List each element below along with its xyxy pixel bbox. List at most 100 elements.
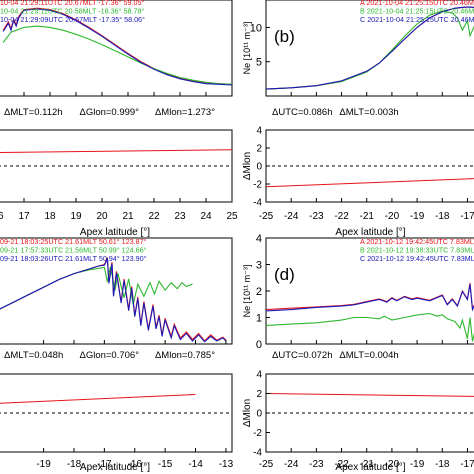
x-tick-label: -25 bbox=[259, 459, 274, 470]
delta-annotation: ΔUTC=0.086h bbox=[272, 107, 332, 118]
legend-entry: C 2021-10-12 19:42:45UTC 7.83MLT bbox=[360, 254, 474, 263]
x-tick-label: 20 bbox=[96, 211, 108, 222]
legend-entry: 09-21 18:03:26UTC 21.61MLT 50.94° 123.90… bbox=[0, 254, 147, 263]
ne-series-line-c bbox=[2, 8, 232, 86]
dmlon-series-line bbox=[0, 394, 196, 404]
y-axis-title: Ne [10¹¹ m⁻³] bbox=[242, 265, 252, 318]
legend-entry: 10-04 21:29:11UTC 20.58MLT -18.36° 58.78… bbox=[0, 7, 145, 16]
delta-annotation: ΔMlon=1.273° bbox=[155, 107, 215, 118]
x-tick-label: -24 bbox=[284, 211, 299, 222]
x-tick-label: -17 bbox=[97, 459, 112, 470]
legend-entry: 10-04 21:29:11UTC 20.67MLT -17.36° 59.05… bbox=[0, 0, 145, 7]
x-tick-label: -21 bbox=[359, 459, 374, 470]
x-tick-label: -22 bbox=[334, 211, 349, 222]
x-tick-label: -19 bbox=[410, 459, 425, 470]
ne-series-line-b bbox=[0, 266, 193, 310]
x-tick-label: 25 bbox=[226, 211, 238, 222]
legend-entry: 10-04 21:29:09UTC 20.67MLT -17.35° 58.06… bbox=[0, 15, 145, 24]
x-tick-label: -13 bbox=[219, 459, 234, 470]
delta-annotation: ΔGlon=0.706° bbox=[79, 350, 139, 361]
y-tick-label: 1 bbox=[256, 313, 262, 325]
ne-axes-frame bbox=[0, 237, 233, 345]
x-tick-label: -15 bbox=[158, 459, 173, 470]
dmlon-series-line bbox=[0, 149, 232, 153]
panel-a: 10-04 21:29:11UTC 20.67MLT -17.36° 59.05… bbox=[0, 0, 238, 238]
x-axis-title: Apex latitude [°] bbox=[335, 227, 405, 238]
x-tick-label: -17 bbox=[460, 459, 474, 470]
legend-entry: C 2021-10-04 21:25:15UTC 20.46MLT bbox=[360, 15, 474, 24]
x-tick-label: -20 bbox=[385, 459, 400, 470]
y-tick-label: -4 bbox=[253, 448, 262, 459]
y-axis-title: Ne [10¹¹ m⁻³] bbox=[242, 22, 252, 75]
y-tick-label: 4 bbox=[256, 126, 262, 137]
x-tick-label: -24 bbox=[284, 459, 299, 470]
x-axis-title: Apex latitude [°] bbox=[80, 462, 150, 473]
dmlon-axes-frame bbox=[0, 129, 233, 203]
x-tick-label: -21 bbox=[359, 211, 374, 222]
y-tick-label: -4 bbox=[253, 198, 262, 209]
x-tick-label: -23 bbox=[309, 211, 324, 222]
y-tick-label: 0 bbox=[256, 409, 262, 420]
x-tick-label: -23 bbox=[309, 459, 324, 470]
y-tick-label: 2 bbox=[256, 286, 262, 298]
ne-series-line-b bbox=[2, 25, 232, 85]
dmlon-series-line bbox=[266, 393, 474, 397]
y-tick-label: 3 bbox=[256, 260, 262, 272]
panel-label: (b) bbox=[274, 27, 295, 46]
ne-series-line-b bbox=[266, 312, 474, 342]
panel-c: 09-21 18:03:25UTC 21.61MLT 50.61° 123.87… bbox=[0, 237, 234, 473]
delta-annotation: ΔMlon=0.785° bbox=[155, 350, 215, 361]
ne-axes-frame bbox=[0, 0, 233, 97]
y-tick-label: 4 bbox=[256, 370, 262, 381]
panel-label: (d) bbox=[274, 265, 295, 284]
delta-annotation: ΔMLT=0.112h bbox=[4, 107, 63, 118]
delta-annotation: ΔMLT=0.004h bbox=[339, 350, 398, 361]
dmlon-axes-frame bbox=[0, 373, 233, 453]
y-tick-label: 0 bbox=[256, 162, 262, 173]
x-tick-label: -19 bbox=[36, 459, 51, 470]
x-tick-label: -18 bbox=[435, 211, 450, 222]
x-tick-label: -22 bbox=[334, 459, 349, 470]
ne-series-line-c bbox=[266, 6, 474, 90]
y-tick-label: 2 bbox=[256, 389, 262, 400]
x-tick-label: -14 bbox=[188, 459, 203, 470]
x-tick-label: -18 bbox=[67, 459, 82, 470]
legend-entry: B 2021-10-04 21:25:15UTC 20.46MLT bbox=[360, 7, 474, 16]
x-tick-label: 21 bbox=[122, 211, 134, 222]
ne-series-line-c bbox=[0, 257, 227, 343]
x-tick-label: -25 bbox=[259, 211, 274, 222]
ne-series-line-c bbox=[266, 284, 474, 312]
y-tick-label: -2 bbox=[253, 428, 262, 439]
y-tick-label: 2 bbox=[256, 144, 262, 155]
legend-entry: 09-21 18:03:25UTC 21.61MLT 50.61° 123.87… bbox=[0, 237, 147, 246]
delta-annotation: ΔGlon=0.999° bbox=[79, 107, 139, 118]
y-tick-label: 5 bbox=[256, 57, 262, 69]
x-axis-title: Apex latitude [°] bbox=[335, 462, 405, 473]
delta-annotation: ΔMLT=0.048h bbox=[4, 350, 63, 361]
x-tick-label: 22 bbox=[148, 211, 160, 222]
legend-entry: A 2021-10-12 19:42:45UTC 7.83MLT bbox=[360, 237, 474, 246]
ne-axes-frame bbox=[265, 0, 474, 97]
legend-entry: B 2021-10-12 19:38:33UTC 7.83MLT bbox=[360, 246, 474, 255]
x-tick-label: -19 bbox=[410, 211, 425, 222]
delta-annotation: ΔMLT=0.003h bbox=[339, 107, 398, 118]
x-tick-label: 16 bbox=[0, 211, 4, 222]
ne-series-line-a bbox=[2, 7, 232, 85]
legend-entry: A 2021-10-04 21:25:15UTC 20.46MLT bbox=[360, 0, 474, 7]
x-tick-label: -17 bbox=[460, 211, 474, 222]
dmlon-series-line bbox=[266, 178, 474, 188]
x-axis-title: Apex latitude [°] bbox=[80, 227, 150, 238]
ne-series-line-a bbox=[0, 257, 227, 342]
delta-annotation: ΔUTC=0.072h bbox=[272, 350, 332, 361]
y-tick-label: 4 bbox=[256, 233, 262, 245]
x-tick-label: 23 bbox=[174, 211, 186, 222]
legend-entry: 09-21 17:57:33UTC 21.56MLT 50.99° 124.66… bbox=[0, 246, 147, 255]
x-tick-label: 24 bbox=[200, 211, 212, 222]
y-axis-title: ΔMlon bbox=[242, 152, 253, 180]
x-tick-label: 19 bbox=[70, 211, 82, 222]
x-tick-label: 17 bbox=[18, 211, 30, 222]
x-tick-label: -16 bbox=[128, 459, 143, 470]
